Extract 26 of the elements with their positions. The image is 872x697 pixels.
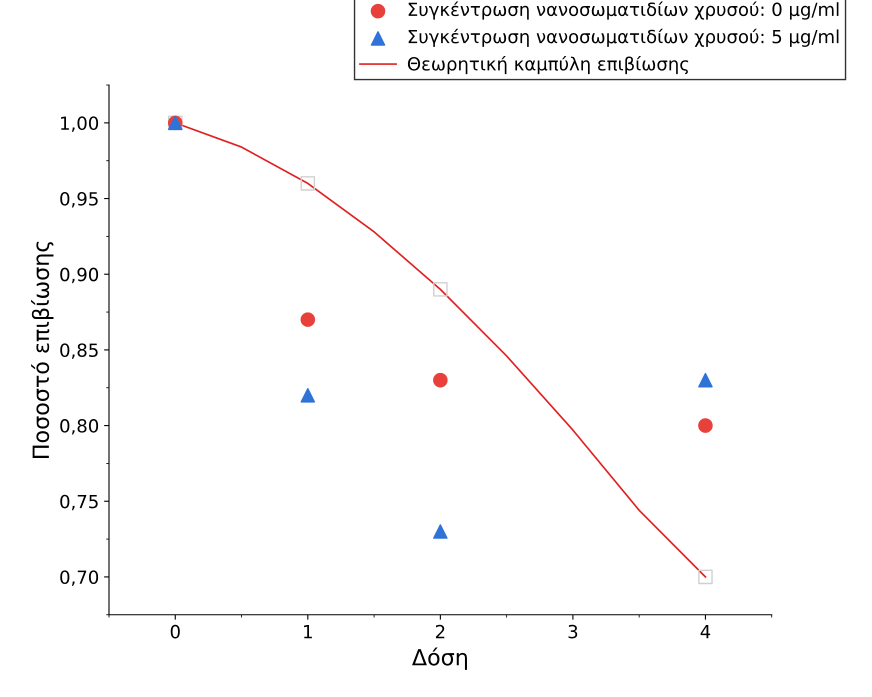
- legend-label: Συγκέντρωση νανοσωματιδίων χρυσού: 5 μg/ml: [408, 28, 838, 47]
- point: [300, 176, 316, 191]
- legend-label: Θεωρητική καμπύλη επιβίωσης: [408, 56, 688, 74]
- point: [698, 372, 713, 388]
- y-axis-title: Ποσοστό επιβίωσης: [31, 242, 54, 458]
- point: [698, 570, 713, 584]
- y-tick-label: 0,85: [60, 343, 98, 359]
- point: [300, 312, 316, 327]
- y-tick-label: 0,80: [60, 419, 98, 435]
- y-tick-label: 0,75: [60, 494, 98, 510]
- legend-label: Συγκέντρωση νανοσωματιδίων χρυσού: 0 μg/ml: [408, 1, 838, 20]
- point: [433, 372, 448, 388]
- point: [433, 282, 448, 297]
- x-tick-label: 3: [568, 624, 578, 638]
- x-tick-label: 1: [304, 625, 312, 638]
- x-tick-label: 2: [436, 624, 444, 638]
- point: [300, 388, 316, 403]
- x-tick-label: 0: [170, 624, 180, 638]
- y-tick-label: 0,95: [60, 192, 98, 208]
- y-tick-label: 0,70: [60, 570, 98, 586]
- y-tick-label: 1,00: [61, 116, 98, 132]
- y-tick-label: 0,90: [60, 268, 98, 284]
- x-axis-title: Δόση: [412, 648, 467, 670]
- point: [433, 524, 448, 539]
- x-tick-label: 4: [700, 625, 710, 638]
- point: [698, 418, 713, 433]
